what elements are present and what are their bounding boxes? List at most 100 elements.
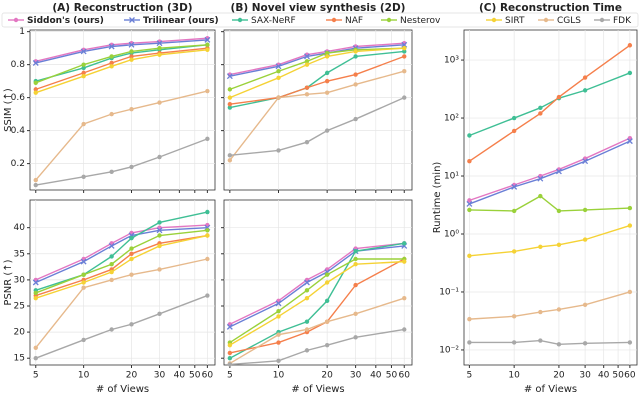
legend-label: NAF [345, 16, 363, 26]
marker [304, 92, 310, 97]
series-line [229, 258, 405, 354]
x-tick-label: 20 [126, 371, 138, 381]
marker [467, 207, 472, 213]
marker [81, 62, 86, 67]
x-axis-label: # of Views [524, 384, 577, 395]
x-tick-label: 10 [508, 371, 520, 381]
marker [204, 36, 211, 43]
marker [109, 60, 114, 66]
marker [33, 90, 38, 95]
marker [627, 43, 633, 48]
y-tick-label: 10⁻² [439, 345, 459, 355]
marker [205, 47, 210, 52]
marker [32, 279, 39, 286]
series-line [469, 72, 631, 137]
marker [80, 48, 87, 55]
marker [275, 300, 282, 307]
marker [402, 95, 407, 100]
marker [129, 272, 134, 277]
marker [129, 49, 134, 54]
marker [304, 85, 310, 90]
marker [33, 80, 38, 85]
series-line [35, 229, 208, 294]
marker [129, 246, 134, 251]
marker [157, 52, 162, 57]
marker [556, 242, 562, 248]
marker [108, 242, 115, 249]
marker [467, 316, 472, 322]
marker [331, 17, 337, 23]
marker [275, 63, 282, 70]
series-line [229, 70, 405, 161]
x-tick-label: 60 [202, 371, 214, 381]
marker [353, 72, 358, 77]
y-tick-label: 30 [14, 275, 26, 285]
series-line [229, 328, 405, 366]
series-line [35, 44, 208, 82]
marker [627, 340, 633, 345]
marker [276, 309, 281, 314]
series-line [229, 96, 405, 157]
y-tick-label: 0.4 [11, 126, 26, 136]
x-tick-label: 5 [467, 371, 473, 381]
marker [157, 220, 162, 225]
marker [205, 42, 210, 48]
plot-area [463, 29, 638, 366]
series-line [229, 47, 405, 91]
marker [33, 356, 38, 361]
series-line [35, 226, 208, 284]
marker [81, 272, 86, 277]
x-tick-label: 40 [598, 371, 610, 381]
marker [227, 158, 233, 163]
x-tick-label: 50 [386, 371, 398, 381]
marker [205, 88, 210, 94]
marker [538, 309, 543, 315]
marker [538, 193, 543, 199]
marker [276, 332, 281, 337]
marker [401, 41, 408, 48]
y-axis-label: SSIM (↑) [3, 88, 14, 132]
marker [109, 262, 114, 267]
x-tick-label: 30 [579, 371, 591, 381]
series-line [229, 47, 405, 99]
marker [491, 17, 497, 23]
legend-box [1, 12, 639, 28]
series-line [35, 49, 208, 94]
marker [227, 87, 233, 92]
series-line [469, 137, 631, 202]
marker [324, 298, 330, 303]
marker [556, 94, 562, 100]
marker [556, 208, 562, 214]
marker [324, 54, 330, 59]
marker [511, 128, 517, 134]
marker [129, 54, 134, 59]
series-line [229, 297, 405, 365]
marker [227, 153, 233, 158]
marker [582, 341, 588, 346]
marker [324, 280, 330, 285]
x-tick-label: 5 [227, 371, 233, 381]
marker [157, 243, 162, 249]
marker [467, 133, 472, 138]
marker [467, 253, 472, 259]
y-tick-label: 10¹ [444, 172, 459, 182]
marker [386, 17, 392, 23]
x-tick-label: 20 [553, 371, 565, 381]
marker [81, 285, 86, 290]
marker [227, 105, 233, 110]
y-tick-label: 10² [444, 114, 459, 124]
marker [353, 335, 358, 340]
marker [205, 136, 210, 142]
marker [304, 295, 310, 301]
marker [81, 174, 86, 180]
marker [556, 307, 562, 312]
marker [227, 342, 233, 348]
panel-title: (B) Novel view synthesis (2D) [231, 2, 406, 14]
marker [33, 290, 38, 296]
marker [324, 128, 330, 133]
x-axis-label: # of Views [291, 384, 344, 395]
marker [402, 327, 407, 332]
marker [324, 319, 330, 324]
x-tick-label: 50 [189, 371, 201, 381]
legend-label: SIRT [505, 16, 525, 26]
